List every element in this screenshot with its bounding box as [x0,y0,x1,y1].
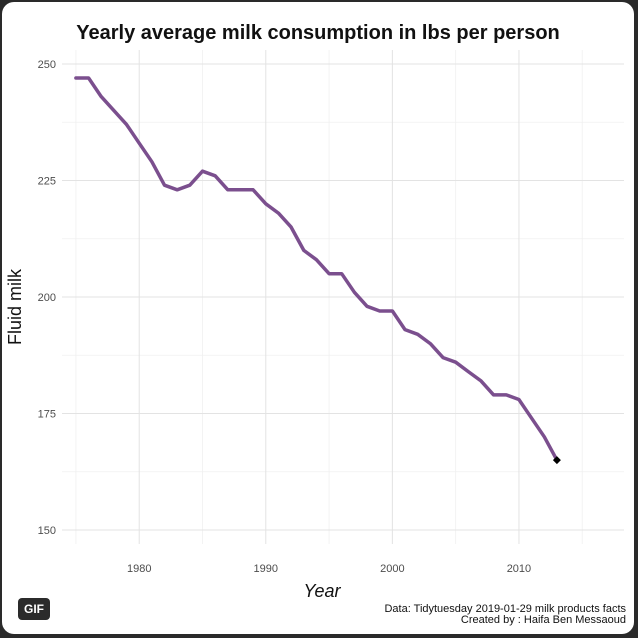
gif-badge[interactable]: GIF [18,598,50,620]
y-tick-label: 250 [38,59,56,71]
x-tick-label: 1980 [127,563,151,575]
x-tick-label: 2000 [380,563,404,575]
y-tick-labels: 150 175 200 225 250 [38,59,56,537]
caption-author: Created by : Haifa Ben Messaoud [460,614,626,626]
chart-title: Yearly average milk consumption in lbs p… [76,22,560,44]
x-tick-label: 1990 [254,563,278,575]
y-tick-label: 175 [38,409,56,421]
grid-lines [62,50,624,544]
end-point-marker [552,456,561,465]
series-line [74,76,559,462]
y-tick-label: 225 [38,175,56,187]
x-tick-labels: 1980 1990 2000 2010 [127,563,531,575]
y-tick-label: 150 [38,525,56,537]
caption-source: Data: Tidytuesday 2019-01-29 milk produc… [384,603,626,615]
y-tick-label: 200 [38,292,56,304]
x-tick-label: 2010 [507,563,531,575]
y-axis-title: Fluid milk [5,268,25,345]
x-axis-title: Year [303,581,341,601]
caption: Data: Tidytuesday 2019-01-29 milk produc… [384,604,626,626]
